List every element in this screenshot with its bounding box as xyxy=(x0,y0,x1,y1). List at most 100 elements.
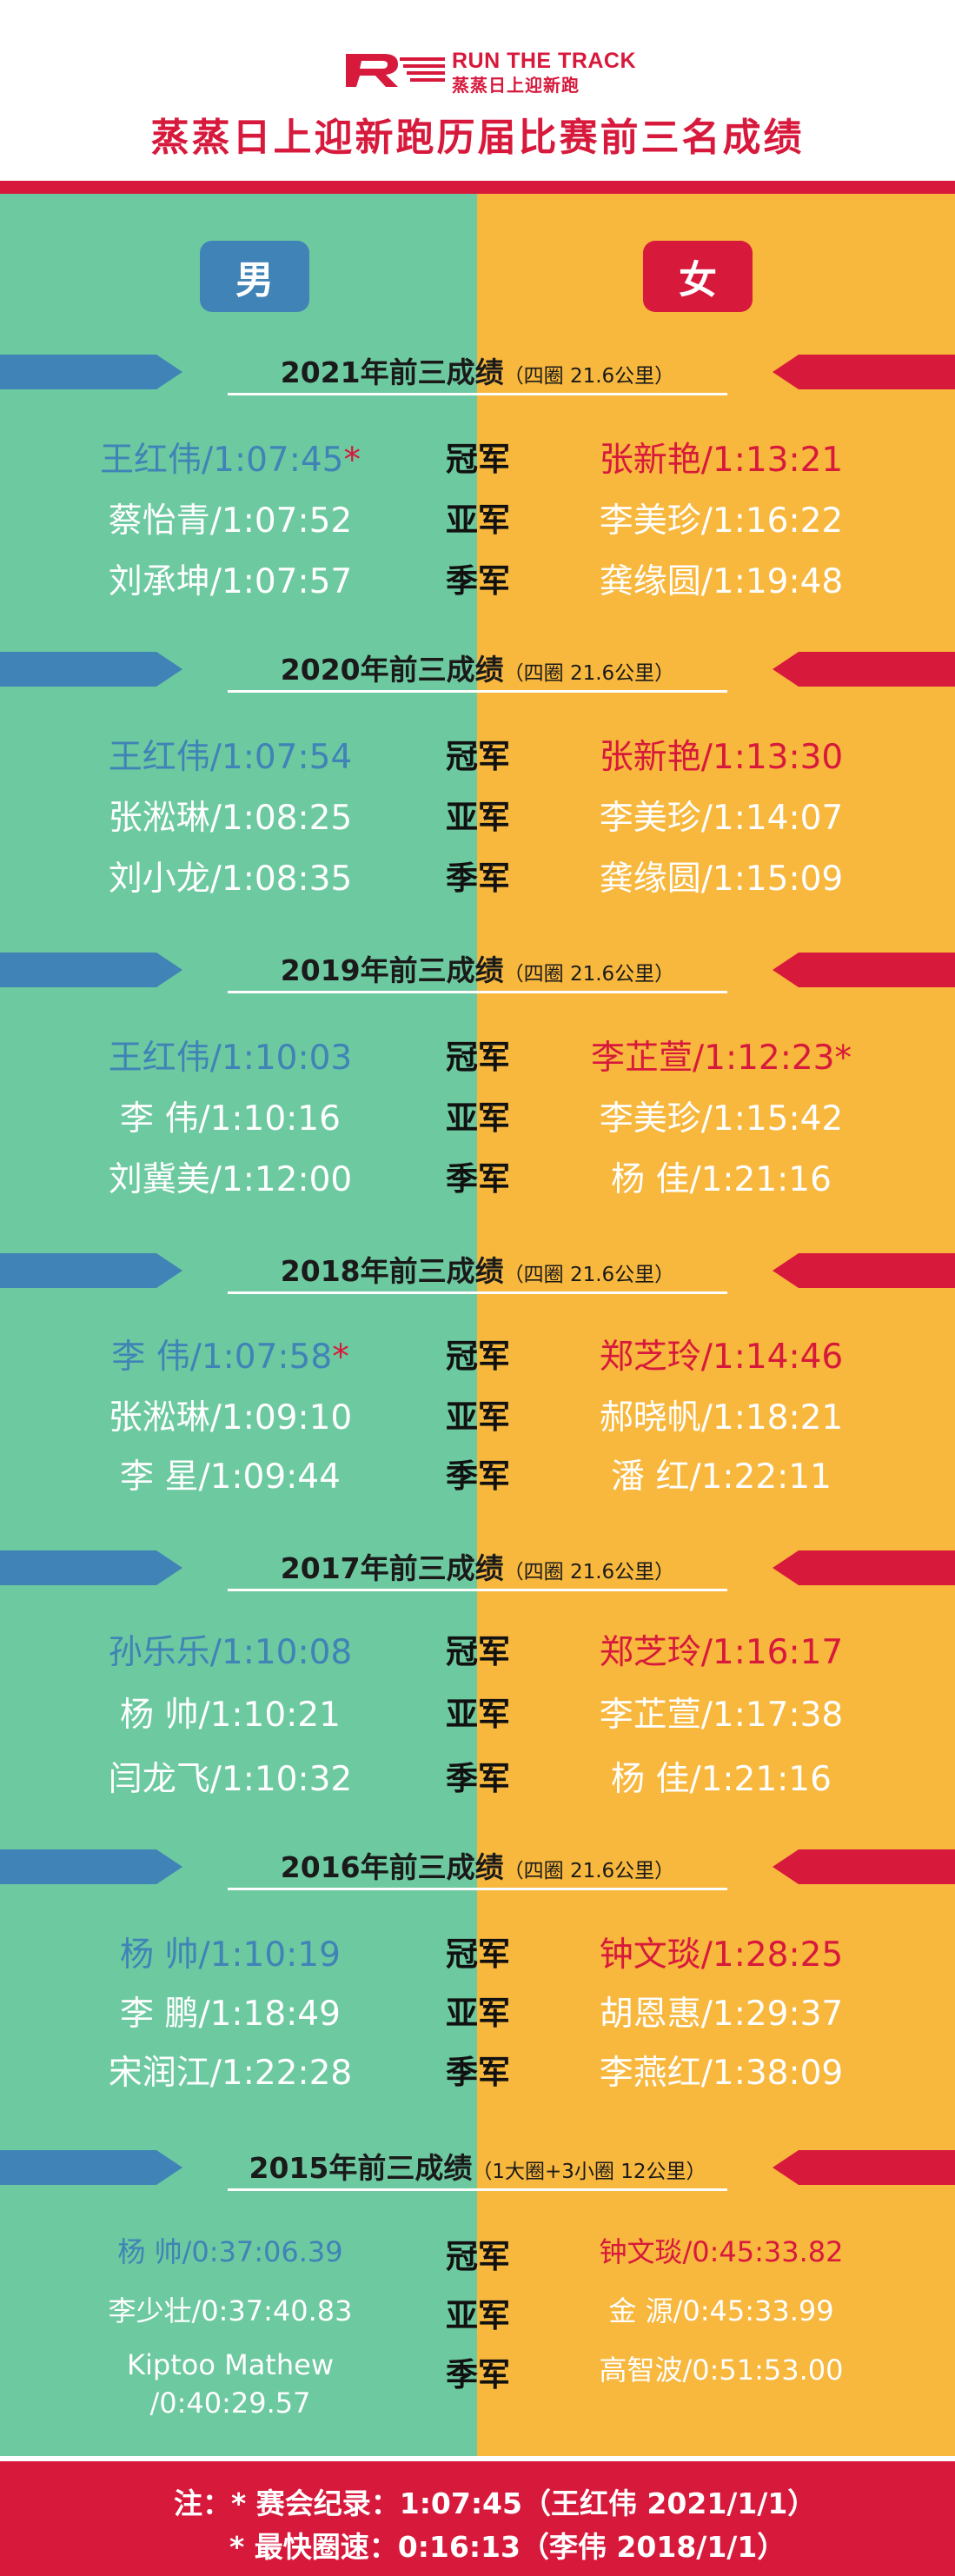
male-third-name: Kiptoo Mathew xyxy=(127,2348,334,2381)
section-year: 2017年前三成绩 xyxy=(280,1551,504,1585)
section-underline xyxy=(228,1888,727,1890)
result-row-second: 蔡怡青/1:07:52 亚军 李美珍/1:16:22 xyxy=(0,494,955,541)
female-second: 郝晓帆/1:18:21 xyxy=(599,1398,844,1437)
male-second: 李 鹏/1:18:49 xyxy=(120,1995,341,2034)
section-underline xyxy=(228,690,727,693)
section-distance: （四圈 21.6公里） xyxy=(503,1264,675,1286)
female-first: 张新艳/1:13:21 xyxy=(599,441,844,480)
female-third: 杨 佳/1:21:16 xyxy=(611,1160,832,1199)
record-star: * xyxy=(332,1338,349,1377)
logo-english-text: RUN THE TRACK xyxy=(452,49,637,73)
female-first: 钟文琰/1:28:25 xyxy=(599,1935,844,1975)
right-arrow-banner xyxy=(773,1253,955,1288)
left-arrow-banner xyxy=(0,1253,182,1288)
right-arrow-banner xyxy=(773,1550,955,1585)
female-third: 潘 红/1:22:11 xyxy=(611,1457,832,1497)
place-second: 亚军 xyxy=(446,501,510,539)
male-first: 王红伟/1:07:54 xyxy=(108,738,353,777)
logo: RUN THE TRACK 蒸蒸日上迎新跑 xyxy=(344,49,636,96)
female-third: 龚缘圆/1:19:48 xyxy=(599,562,844,601)
male-first: 李 伟/1:07:58* xyxy=(43,1330,417,1378)
female-first: 李芷萱/1:12:23* xyxy=(539,1031,904,1079)
result-row-first: 王红伟/1:10:03 冠军 李芷萱/1:12:23* xyxy=(0,1031,955,1078)
female-second: 李美珍/1:15:42 xyxy=(599,1099,844,1139)
place-third: 季军 xyxy=(446,562,510,600)
male-second: 蔡怡青/1:07:52 xyxy=(108,501,353,541)
male-third: 刘小龙/1:08:35 xyxy=(108,860,353,899)
section-distance: （四圈 21.6公里） xyxy=(503,1860,675,1882)
section-title: 2019年前三成绩（四圈 21.6公里） xyxy=(217,947,738,989)
section-title: 2016年前三成绩（四圈 21.6公里） xyxy=(217,1844,738,1886)
right-arrow-banner xyxy=(773,652,955,687)
female-second: 胡恩惠/1:29:37 xyxy=(599,1995,844,2034)
result-row-second: 李 伟/1:10:16 亚军 李美珍/1:15:42 xyxy=(0,1092,955,1139)
female-badge: 女 xyxy=(643,241,753,312)
place-second: 亚军 xyxy=(446,1995,510,2032)
top-divider-bar xyxy=(0,181,955,194)
left-arrow-banner xyxy=(0,2150,182,2185)
record-star: * xyxy=(343,441,361,480)
result-row-third: Kiptoo Mathew 季军 高智波/0:51:53.00 xyxy=(0,2348,955,2393)
place-third: 季军 xyxy=(446,1457,510,1495)
male-second: 张淞琳/1:09:10 xyxy=(108,1398,353,1437)
section-underline xyxy=(228,991,727,993)
note-fastest-lap: * 最快圈速：0:16:13（李伟 2018/1/1） xyxy=(229,2530,786,2564)
result-row-first: 杨 帅/0:37:06.39 冠军 钟文琰/0:45:33.82 xyxy=(0,2230,955,2275)
male-second: 杨 帅/1:10:21 xyxy=(120,1696,341,1735)
place-second: 亚军 xyxy=(446,1099,510,1137)
result-row-second: 杨 帅/1:10:21 亚军 李芷萱/1:17:38 xyxy=(0,1688,955,1735)
result-row-second: 李 鹏/1:18:49 亚军 胡恩惠/1:29:37 xyxy=(0,1987,955,2034)
section-underline xyxy=(228,1589,727,1591)
male-third-time: /0:40:29.57 xyxy=(149,2387,311,2420)
section-distance: （四圈 21.6公里） xyxy=(503,662,675,685)
footer-notes: 注：* 赛会纪录：1:07:45（王红伟 2021/1/1） * 最快圈速：0:… xyxy=(0,2456,955,2576)
female-second: 金 源/0:45:33.99 xyxy=(608,2294,834,2327)
place-first: 冠军 xyxy=(446,1935,510,1973)
right-arrow-banner xyxy=(773,953,955,987)
place-first: 冠军 xyxy=(446,441,510,478)
female-third: 高智波/0:51:53.00 xyxy=(599,2354,844,2387)
male-second: 张淞琳/1:08:25 xyxy=(108,799,353,838)
male-first: 杨 帅/1:10:19 xyxy=(120,1935,341,1975)
place-third: 季军 xyxy=(446,1160,510,1198)
female-third: 杨 佳/1:21:16 xyxy=(611,1760,832,1799)
place-third: 季军 xyxy=(446,860,510,897)
result-row-third: 刘小龙/1:08:35 季军 龚缘圆/1:15:09 xyxy=(0,852,955,899)
section-distance: （四圈 21.6公里） xyxy=(503,963,675,986)
result-row-second: 李少壮/0:37:40.83 亚军 金 源/0:45:33.99 xyxy=(0,2289,955,2334)
male-third: 刘承坤/1:07:57 xyxy=(108,562,353,601)
female-first: 张新艳/1:13:30 xyxy=(599,738,844,777)
result-row-third: 刘承坤/1:07:57 季军 龚缘圆/1:19:48 xyxy=(0,554,955,601)
male-badge: 男 xyxy=(200,241,309,312)
section-title: 2020年前三成绩（四圈 21.6公里） xyxy=(217,647,738,688)
male-second: 李 伟/1:10:16 xyxy=(120,1099,341,1139)
left-arrow-banner xyxy=(0,1550,182,1585)
result-row-third-cont: /0:40:29.57 xyxy=(0,2387,955,2430)
section-year: 2021年前三成绩 xyxy=(280,355,504,389)
right-arrow-banner xyxy=(773,2150,955,2185)
result-row-first: 李 伟/1:07:58* 冠军 郑芝玲/1:14:46 xyxy=(0,1330,955,1377)
male-third: 闫龙飞/1:10:32 xyxy=(108,1760,353,1799)
left-arrow-banner xyxy=(0,652,182,687)
result-row-third: 闫龙飞/1:10:32 季军 杨 佳/1:21:16 xyxy=(0,1752,955,1799)
logo-chinese-text: 蒸蒸日上迎新跑 xyxy=(452,75,580,96)
male-first: 孙乐乐/1:10:08 xyxy=(108,1633,353,1672)
note-record: 注：* 赛会纪录：1:07:45（王红伟 2021/1/1） xyxy=(174,2486,817,2520)
section-year: 2018年前三成绩 xyxy=(280,1254,504,1288)
section-distance: （1大圈+3小圈 12公里） xyxy=(472,2161,706,2183)
male-first: 杨 帅/0:37:06.39 xyxy=(117,2235,343,2268)
result-row-third: 宋润江/1:22:28 季军 李燕红/1:38:09 xyxy=(0,2046,955,2093)
page-title: 蒸蒸日上迎新跑历届比赛前三名成绩 xyxy=(150,116,805,160)
female-third: 李燕红/1:38:09 xyxy=(599,2054,844,2093)
female-second: 李美珍/1:14:07 xyxy=(599,799,844,838)
section-year: 2020年前三成绩 xyxy=(280,653,504,687)
female-second: 李美珍/1:16:22 xyxy=(599,501,844,541)
left-arrow-banner xyxy=(0,1849,182,1884)
result-row-second: 张淞琳/1:09:10 亚军 郝晓帆/1:18:21 xyxy=(0,1391,955,1437)
place-first: 冠军 xyxy=(446,1338,510,1375)
place-second: 亚军 xyxy=(446,1398,510,1436)
section-distance: （四圈 21.6公里） xyxy=(503,365,675,388)
section-underline xyxy=(228,393,727,395)
male-second: 李少壮/0:37:40.83 xyxy=(108,2294,353,2327)
section-year: 2019年前三成绩 xyxy=(280,953,504,987)
